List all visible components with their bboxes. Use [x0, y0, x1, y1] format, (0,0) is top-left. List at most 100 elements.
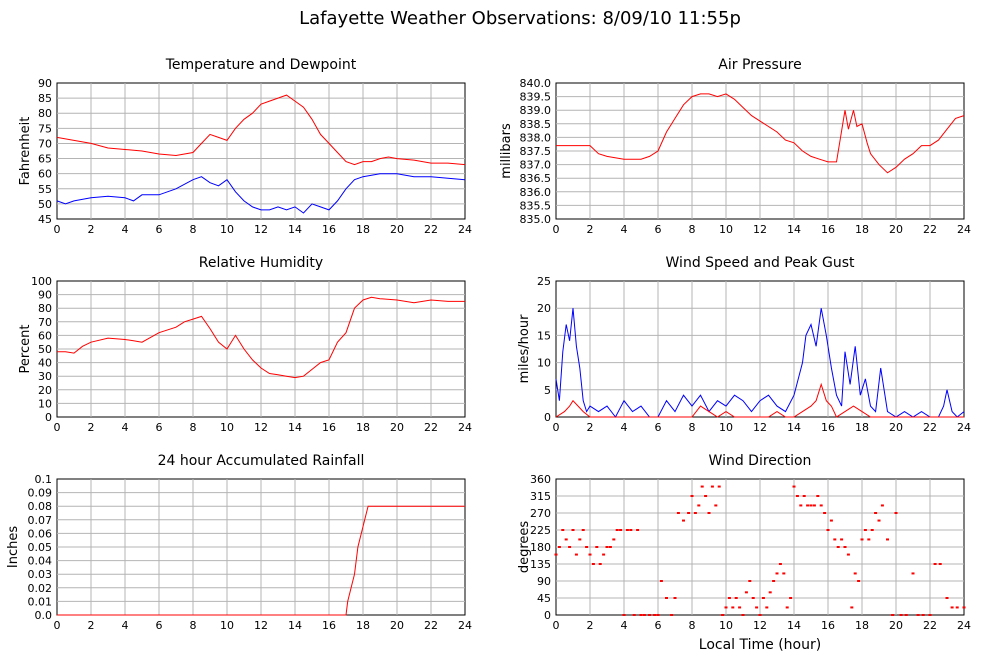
direction-point: [615, 529, 619, 531]
temp-xtick-label: 8: [190, 223, 197, 236]
direction-point: [731, 606, 735, 609]
direction-point: [653, 614, 657, 616]
pressure-xtick-label: 24: [957, 223, 971, 236]
temp-ytick-label: 75: [38, 122, 52, 135]
direction-point: [717, 485, 721, 488]
direction-point: [955, 606, 959, 609]
wind-xtick-label: 16: [821, 421, 835, 434]
rain-ytick-label: 0.03: [28, 568, 53, 581]
pressure-xtick-label: 12: [753, 223, 767, 236]
direction-point: [704, 495, 708, 497]
temp-xtick-label: 16: [322, 223, 336, 236]
direction-xtick-label: 10: [719, 619, 733, 632]
direction-ytick-label: 315: [530, 490, 551, 503]
wind-xtick-label: 18: [855, 421, 869, 434]
direction-point: [860, 538, 864, 541]
rain-xtick-label: 16: [322, 619, 336, 632]
direction-xtick-label: 16: [821, 619, 835, 632]
direction-point: [789, 597, 793, 599]
direction-point: [561, 529, 565, 531]
rain-xtick-label: 20: [390, 619, 404, 632]
rain-xtick-label: 18: [356, 619, 370, 632]
pressure-ytick-label: 837.0: [520, 159, 552, 172]
rain-ytick-label: 0.01: [28, 595, 53, 608]
humidity-xtick-label: 20: [390, 421, 404, 434]
pressure-ytick-label: 839.0: [520, 104, 552, 117]
humidity-xtick-label: 8: [190, 421, 197, 434]
direction-xtick-label: 14: [787, 619, 801, 632]
direction-xtick-label: 20: [889, 619, 903, 632]
direction-point: [727, 597, 731, 599]
direction-point: [605, 546, 609, 548]
direction-point: [612, 538, 616, 541]
pressure-title: Air Pressure: [718, 57, 801, 73]
direction-xtick-label: 12: [753, 619, 767, 632]
wind-ytick-label: 0: [544, 411, 551, 424]
direction-point: [629, 529, 633, 531]
direction-xtick-label: 0: [553, 619, 560, 632]
pressure-ytick-label: 840.0: [520, 77, 552, 90]
direction-ytick-label: 45: [537, 592, 551, 605]
direction-point: [857, 580, 861, 582]
temp-xtick-label: 24: [458, 223, 472, 236]
direction-ytick-label: 225: [530, 524, 551, 537]
direction-xtick-label: 8: [689, 619, 696, 632]
direction-point: [636, 529, 640, 531]
direction-point: [816, 495, 820, 497]
humidity-ytick-label: 100: [31, 275, 52, 288]
rain-xtick-label: 0: [54, 619, 61, 632]
direction-point: [632, 614, 636, 616]
direction-point: [792, 485, 796, 488]
direction-point: [938, 563, 942, 565]
wind-xtick-label: 4: [621, 421, 628, 434]
humidity-xtick-label: 2: [88, 421, 95, 434]
direction-point: [886, 538, 889, 541]
temp-chart: 0 2 4 6 8 10 12 14 16 18 20 22 244550556065707580859…: [18, 57, 472, 236]
pressure-ytick-label: 836.0: [520, 186, 552, 199]
direction-point: [741, 614, 745, 616]
pressure-xtick-label: 10: [719, 223, 733, 236]
direction-ytick-label: 180: [530, 541, 551, 554]
humidity-xtick-label: 22: [424, 421, 438, 434]
direction-point: [670, 614, 674, 616]
humidity-xtick-label: 4: [122, 421, 129, 434]
humidity-ytick-label: 10: [38, 397, 52, 410]
temp-series-line: [56, 94, 466, 166]
rain-ytick-label: 0.07: [28, 514, 53, 527]
humidity-xtick-label: 24: [458, 421, 472, 434]
humidity-ytick-label: 90: [38, 289, 52, 302]
direction-point: [870, 529, 874, 531]
direction-ytick-label: 270: [530, 507, 551, 520]
wind-ytick-label: 10: [537, 357, 551, 370]
direction-point: [673, 597, 677, 599]
wind-xtick-label: 20: [889, 421, 903, 434]
direction-ytick-label: 0: [544, 609, 551, 622]
direction-point: [571, 529, 575, 531]
rain-xtick-label: 22: [424, 619, 438, 632]
rain-xtick-label: 12: [254, 619, 268, 632]
direction-point: [761, 597, 765, 599]
humidity-ytick-label: 80: [38, 302, 52, 315]
direction-point: [933, 563, 937, 565]
wind-ylabel: miles/hour: [517, 314, 532, 383]
direction-point: [916, 614, 920, 616]
temp-ytick-label: 70: [38, 137, 52, 150]
humidity-xtick-label: 0: [54, 421, 61, 434]
pressure-ytick-label: 838.5: [520, 118, 552, 131]
rain-series-line: [57, 505, 465, 616]
humidity-ytick-label: 30: [38, 370, 52, 383]
pressure-xtick-label: 6: [655, 223, 662, 236]
direction-point: [564, 538, 568, 541]
rain-chart: 0 2 4 6 8 10 12 14 16 18 20 22 240.00.010.020.030.04…: [6, 453, 472, 632]
direction-ylabel: degrees: [517, 521, 532, 574]
direction-point: [921, 614, 925, 616]
temp-title: Temperature and Dewpoint: [165, 57, 357, 73]
direction-point: [778, 563, 782, 565]
direction-point: [785, 606, 789, 609]
direction-xtick-label: 2: [587, 619, 594, 632]
direction-point: [693, 512, 697, 514]
direction-ytick-label: 360: [530, 473, 551, 486]
direction-point: [748, 580, 752, 582]
direction-xtick-label: 4: [621, 619, 628, 632]
